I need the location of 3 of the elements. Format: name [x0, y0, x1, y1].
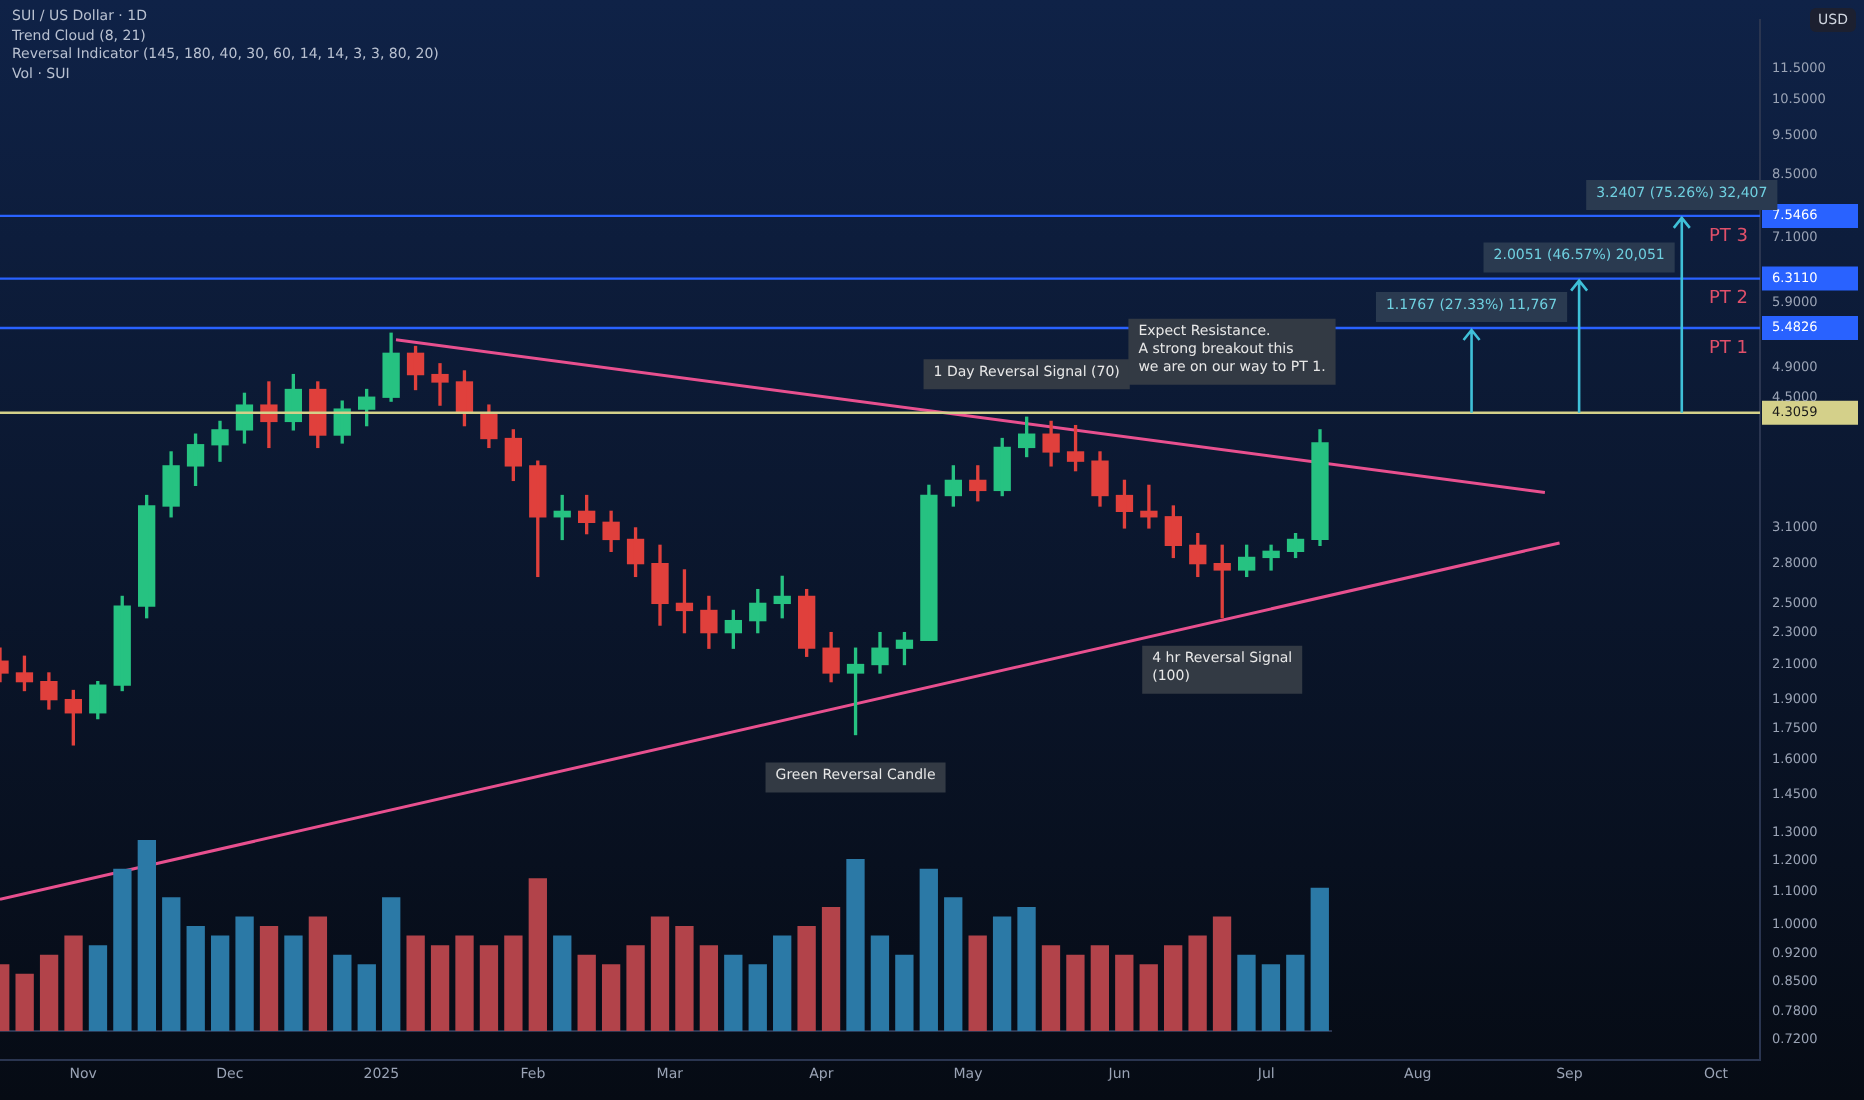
ref-line-label: PT 2	[1708, 289, 1748, 310]
ref-line-label: PT 1	[1708, 338, 1748, 359]
ref-line-label: PT 3	[1708, 226, 1748, 247]
